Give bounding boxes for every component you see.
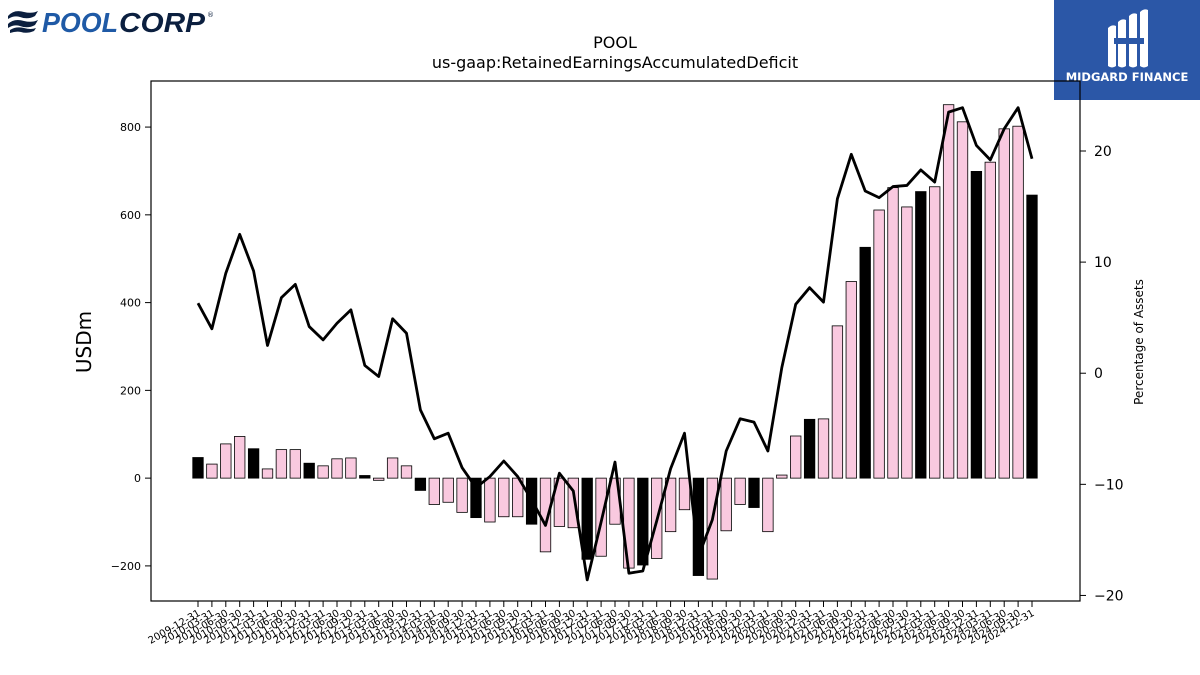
y-axis-label: USDm [72,311,96,373]
bar-2010-03-31 [206,463,218,479]
midgard-finance-logo: MIDGARD FINANCE [1054,0,1200,100]
y2-tick-label: −10 [1094,477,1124,493]
y-tick-label: 400 [120,297,141,310]
poolcorp-logo: POOL CORP ® [6,4,216,38]
bar-2020-12-31 [803,418,816,479]
bar-2013-09-30 [400,465,413,479]
bar-2020-03-31 [762,477,774,533]
bar-2023-09-30 [956,121,969,479]
bar-2021-03-31 [817,418,830,479]
wave-icon [8,11,38,33]
bar-2024-03-31 [984,161,996,479]
bar-2013-12-31 [414,477,427,491]
bar-2010-06-30 [220,443,232,479]
bar-2014-09-30 [456,477,468,513]
registered-mark: ® [207,11,214,19]
y2-axis: −20 −10 0 10 20 [1080,144,1124,604]
bar-2023-06-30 [942,104,955,479]
bar-2010-09-30 [234,436,246,479]
bar-2023-12-31 [970,170,983,479]
line-percentage-of-assets [196,106,1034,582]
bar-2021-12-31 [859,246,871,479]
y2-tick-label: 20 [1094,144,1112,160]
bar-2021-06-30 [831,325,844,479]
bar-2011-03-31 [261,468,274,479]
midgard-mark-icon [1108,9,1148,68]
bar-2020-09-30 [790,435,802,479]
bar-2019-12-31 [748,477,760,508]
y-axis: −200 0 200 400 600 800 [111,121,151,573]
bar-2012-12-31 [359,475,371,479]
bar-2024-06-30 [998,128,1010,479]
bar-2020-06-30 [776,474,788,479]
bar-2014-06-30 [442,477,454,503]
bar-2019-03-31 [706,477,718,580]
y2-tick-label: −20 [1094,588,1124,604]
bar-2018-09-30 [678,477,691,511]
bar-2018-12-31 [692,477,705,576]
bar-2009-12-31 [192,457,204,479]
bar-2013-03-31 [373,477,385,481]
bar-2014-03-31 [428,477,440,505]
bar-2013-06-30 [386,457,399,479]
bar-2024-09-30 [1012,125,1024,479]
bar-2016-12-31 [581,477,593,560]
bar-2015-03-31 [484,477,496,523]
bar-2011-09-30 [289,449,301,479]
bar-2016-09-30 [567,477,579,529]
bar-2012-06-30 [331,458,343,479]
bar-2022-06-30 [887,187,899,479]
bar-2019-09-30 [734,477,746,505]
y-tick-label: 600 [120,209,141,222]
bar-2022-03-31 [873,209,885,479]
chart-subtitle: us-gaap:RetainedEarningsAccumulatedDefic… [432,53,798,72]
bar-2010-12-31 [247,448,260,479]
x-axis: 2009-12-312010-03-312010-06-302010-09-30… [147,601,1037,647]
bar-2022-12-31 [915,191,927,479]
bar-2012-03-31 [317,465,329,479]
y2-tick-label: 0 [1094,366,1103,382]
poolcorp-wordmark-corp: CORP [119,7,205,38]
bar-2021-09-30 [845,281,857,479]
bar-2012-09-30 [345,457,357,479]
bar-2024-12-31 [1026,194,1038,479]
y-tick-label: 0 [134,472,141,485]
bar-2015-06-30 [498,477,510,518]
bar-2023-03-31 [929,186,941,479]
bar-2017-12-31 [637,477,649,566]
midgard-finance-wordmark: MIDGARD FINANCE [1066,70,1189,84]
bar-2014-12-31 [470,477,482,519]
bar-2022-09-30 [901,206,913,479]
line-series [196,106,1034,582]
bar-2011-12-31 [303,462,315,479]
y-tick-label: 800 [120,121,141,134]
y-tick-label: 200 [120,384,141,397]
bar-2019-06-30 [720,477,732,532]
bar-2018-06-30 [664,477,677,533]
bar-2011-06-30 [275,449,288,479]
chart-title: POOL [593,33,637,52]
bar-series [192,104,1038,580]
y2-axis-label: Percentage of Assets [1132,279,1146,405]
poolcorp-wordmark-pool: POOL [42,7,118,38]
y2-tick-label: 10 [1094,255,1112,271]
y-tick-label: −200 [111,560,141,573]
